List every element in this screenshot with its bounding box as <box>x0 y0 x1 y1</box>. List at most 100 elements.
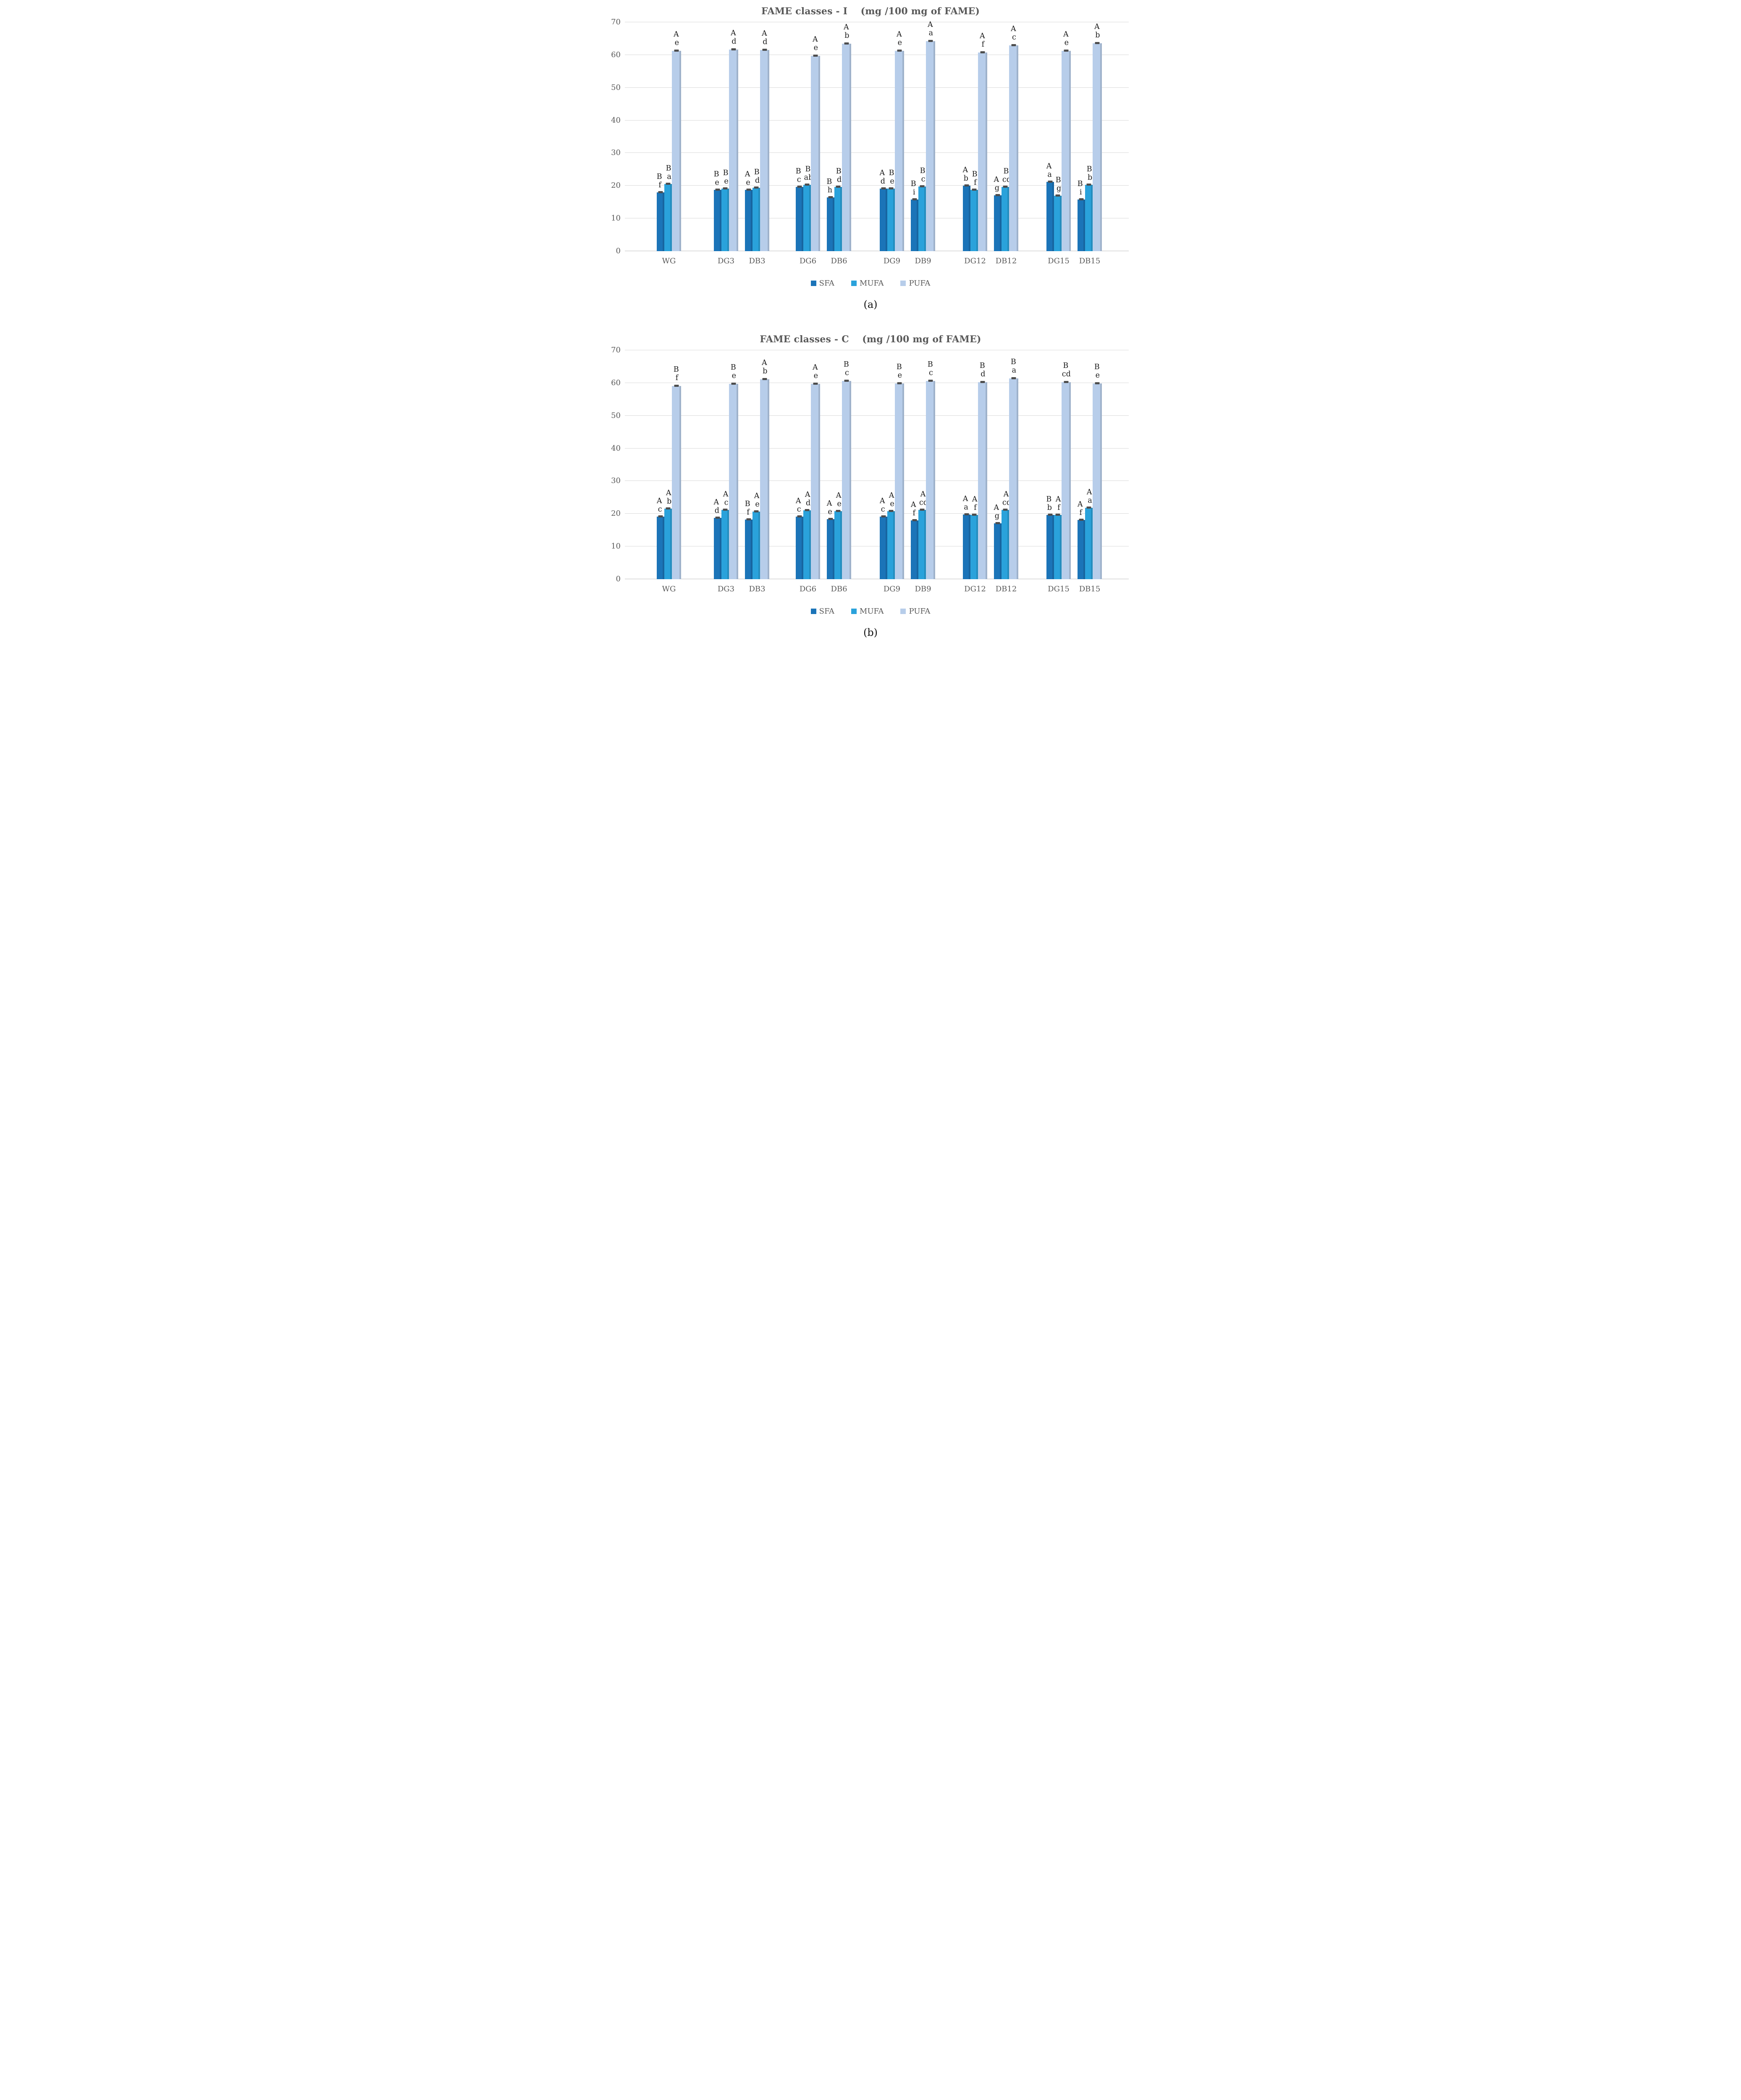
letter-upper: B <box>910 180 916 188</box>
letter-lower: f <box>981 40 985 49</box>
letter-upper: B <box>836 167 842 176</box>
x-axis-label-db6: DB6 <box>831 585 847 593</box>
letter-lower: b <box>667 497 672 506</box>
error-bar-cap <box>920 508 925 511</box>
letter-upper: B <box>920 166 926 175</box>
error-bar-cap <box>928 380 933 382</box>
chart-panel-b: FAME classes - C (mg /100 mg of FAME) 0 1… <box>602 312 1139 640</box>
x-axis-label-db15: DB15 <box>1079 257 1101 265</box>
error-bar-cap <box>1086 183 1091 186</box>
letter-upper: A <box>1011 25 1016 34</box>
error-bar-cap <box>1064 381 1069 383</box>
letter-lower: c <box>724 498 729 507</box>
x-axis-label-dg3: DG3 <box>717 585 735 593</box>
letter-lower: f <box>974 178 977 187</box>
error-bar-cap <box>715 188 720 191</box>
legend-label-mufa: MUFA <box>859 607 884 616</box>
error-bar-cap <box>746 188 751 191</box>
letter-upper: B <box>1077 180 1083 188</box>
letter-lower: h <box>827 186 832 194</box>
error-bar-cap <box>897 49 902 52</box>
letter-lower: e <box>674 38 679 47</box>
legend-item-mufa: MUFA <box>851 279 884 288</box>
letter-upper: A <box>745 170 750 178</box>
gridline-y50 <box>625 415 1129 416</box>
error-bar-cap <box>1055 513 1060 516</box>
letter-upper: A <box>1086 488 1092 496</box>
error-bar-cap <box>836 186 841 188</box>
letter-lower: e <box>755 500 760 509</box>
x-axis-label-dg15: DG15 <box>1048 585 1070 593</box>
letter-lower: d <box>837 176 842 184</box>
letter-upper: B <box>889 168 894 177</box>
letter-lower: c <box>797 176 801 184</box>
letter-lower: c <box>1012 33 1016 42</box>
letter-upper: B <box>656 172 662 181</box>
letter-lower: cd <box>1062 370 1071 378</box>
letter-lower: e <box>1064 38 1069 47</box>
x-axis-label-dg3: DG3 <box>717 257 735 265</box>
gridline-y20 <box>625 185 1129 186</box>
letter-lower: c <box>928 369 933 378</box>
error-bar-cap <box>1095 382 1100 385</box>
letter-upper: B <box>673 365 679 374</box>
letter-lower: c <box>658 505 662 514</box>
error-bar-cap <box>1079 519 1084 521</box>
letter-lower: e <box>828 507 832 516</box>
letter-upper: B <box>713 170 719 178</box>
letter-lower: c <box>844 369 849 378</box>
legend-swatch-sfa <box>810 281 816 286</box>
error-bar-cap <box>828 196 833 198</box>
letter-upper: B <box>1063 361 1069 370</box>
letter-lower: c <box>921 175 926 184</box>
letter-lower: f <box>658 181 661 189</box>
x-axis-label-dg12: DG12 <box>964 585 986 593</box>
legend-label-pufa: PUFA <box>909 279 931 288</box>
letter-lower: e <box>715 178 719 187</box>
x-axis-label-db3: DB3 <box>749 585 766 593</box>
chart-a-caption: (a) <box>863 299 878 310</box>
